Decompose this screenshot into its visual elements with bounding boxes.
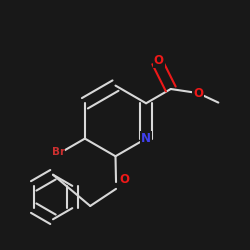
Text: O: O <box>193 86 203 100</box>
Text: O: O <box>119 173 129 186</box>
Text: N: N <box>141 132 151 145</box>
Text: Br: Br <box>52 147 65 157</box>
Text: O: O <box>154 54 164 67</box>
